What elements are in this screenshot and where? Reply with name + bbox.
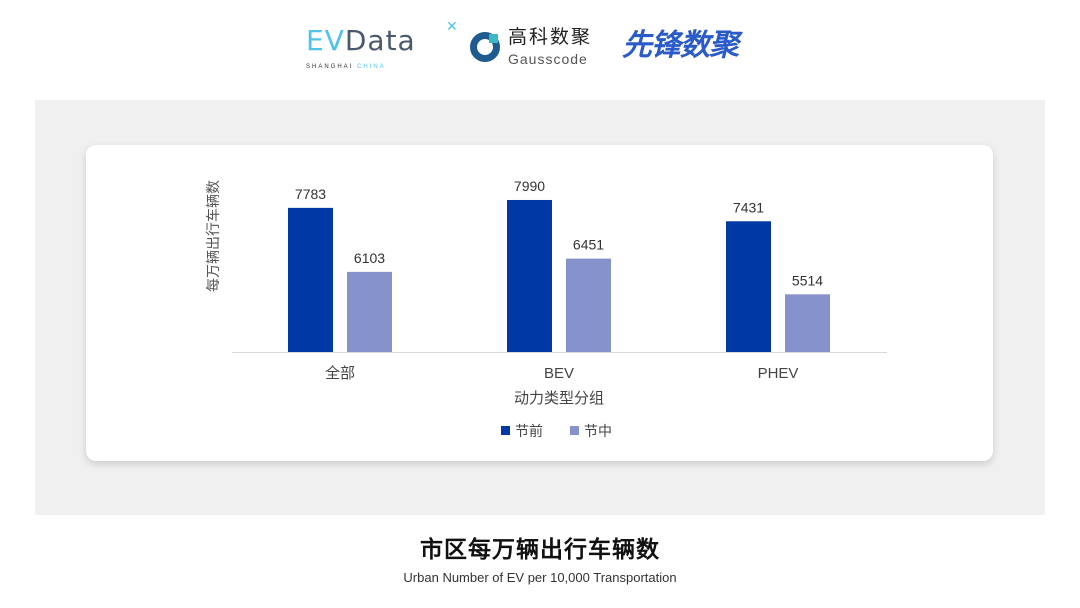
evdata-logo: EVData ✕ SHANGHAI CHINA (306, 18, 466, 72)
evdata-sub-a: SHANGHAI (306, 64, 354, 70)
bar-0-1 (507, 199, 552, 352)
page-title: 市区每万辆出行车辆数 (420, 536, 660, 562)
legend-label-0: 节前 (515, 423, 543, 439)
x-icon: ✕ (446, 18, 458, 34)
x-tick-label-2: PHEV (758, 365, 799, 382)
bar-1-0 (347, 271, 392, 352)
x-axis-label: 动力类型分组 (514, 390, 604, 407)
page-subtitle: Urban Number of EV per 10,000 Transporta… (403, 570, 677, 585)
bar-0-2 (726, 221, 771, 352)
evdata-sub-b: CHINA (357, 64, 386, 70)
bar-1-2 (785, 294, 830, 352)
x-tick-label-0: 全部 (325, 364, 355, 382)
data-label-0-1: 7990 (514, 178, 545, 194)
gausscode-cn: 高科数聚 (508, 27, 593, 48)
legend-label-1: 节中 (584, 423, 612, 439)
logo-bar: EVData ✕ SHANGHAI CHINA 高科数聚 Gausscode 先… (0, 18, 1080, 78)
data-label-0-0: 7783 (295, 186, 326, 202)
data-label-1-1: 6451 (573, 237, 604, 253)
evdata-logo-ev: EV (306, 24, 345, 57)
gausscode-mark-icon (470, 32, 500, 62)
data-label-1-0: 6103 (354, 250, 385, 266)
gausscode-en: Gausscode (508, 51, 588, 67)
bar-1-1 (566, 258, 611, 352)
x-tick-label-1: BEV (544, 365, 574, 382)
legend-swatch-1 (570, 426, 579, 435)
data-label-0-2: 7431 (733, 199, 764, 215)
evdata-logo-data: Data (344, 24, 416, 57)
data-label-1-2: 5514 (792, 272, 823, 288)
y-axis-label: 每万辆出行车辆数 (205, 180, 221, 292)
xianfeng-logo: 先锋数聚 (622, 29, 739, 62)
legend: 节前 节中 (501, 423, 612, 439)
gausscode-logo: 高科数聚 Gausscode (470, 26, 592, 68)
bar-0-0 (288, 207, 333, 352)
legend-swatch-0 (501, 426, 510, 435)
